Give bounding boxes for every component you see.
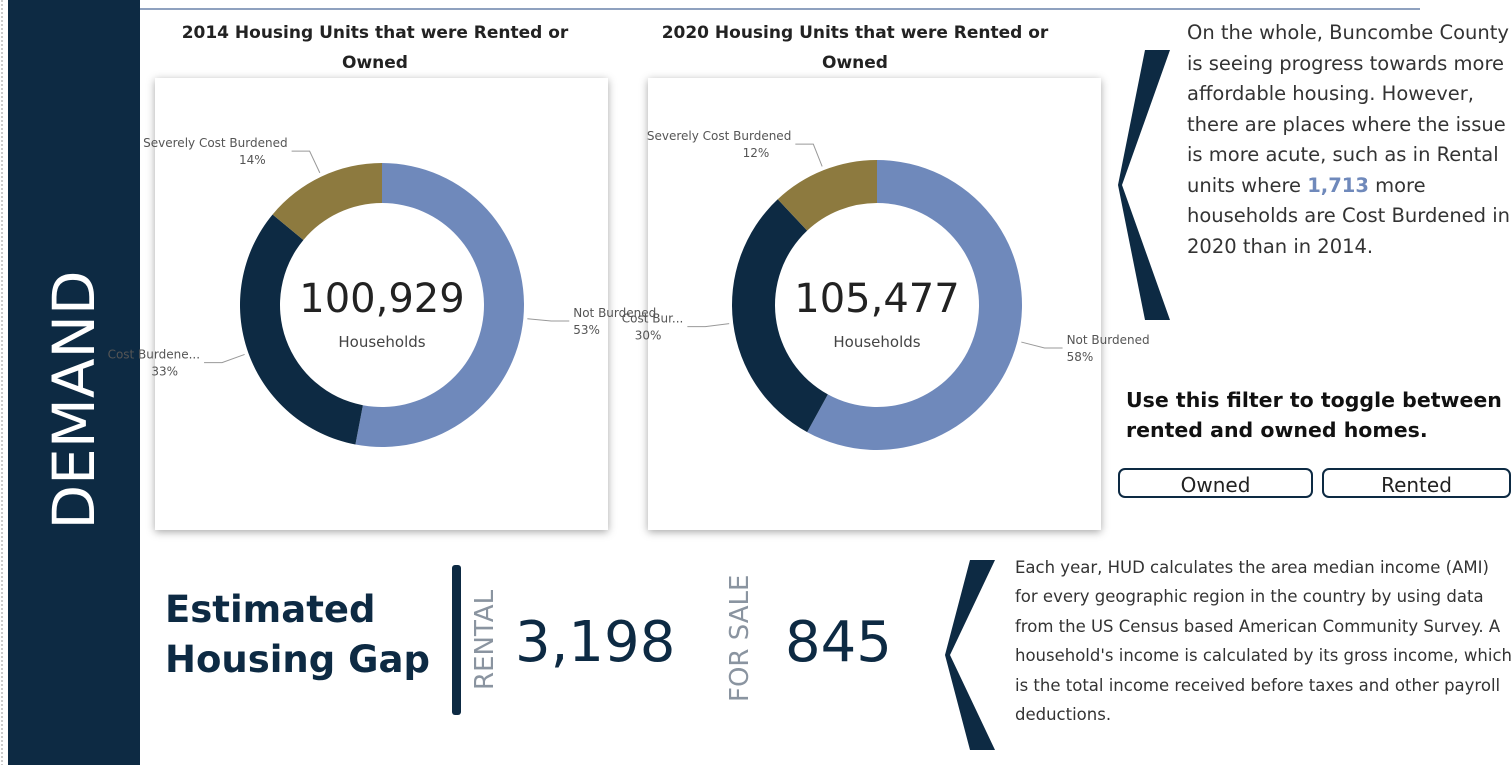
segment-value: 14% xyxy=(239,153,266,167)
segment-value: 58% xyxy=(1067,350,1094,364)
segment-value: 33% xyxy=(151,365,178,379)
segment-value: 12% xyxy=(743,146,770,160)
leader-line xyxy=(291,150,321,174)
donut-segment xyxy=(731,199,828,433)
summary-text: On the whole, Buncombe County is seeing … xyxy=(1187,21,1509,197)
summary: On the whole, Buncombe County is seeing … xyxy=(1187,18,1511,262)
chart-title: 2014 Housing Units that were Rented or O… xyxy=(181,23,569,73)
chevron xyxy=(1118,50,1170,320)
segment-value: 30% xyxy=(635,329,662,343)
filter-heading: Use this filter to toggle between rented… xyxy=(1126,388,1502,442)
divider xyxy=(452,565,461,715)
card xyxy=(155,78,608,530)
summary-text: more households are Cost Burdened in 202… xyxy=(1187,173,1511,258)
donut-segment xyxy=(272,163,382,240)
gap-title: Estimated Housing Gap xyxy=(165,588,430,681)
segment-label: Severely Cost Burdened xyxy=(647,129,791,143)
leader-line xyxy=(204,353,245,364)
segment-label: Severely Cost Burdened xyxy=(143,136,287,150)
segment-label: Not Burdened xyxy=(1067,333,1150,347)
gap-value: 845 xyxy=(785,610,892,675)
sidebar-title: DEMAND xyxy=(40,270,108,529)
filter-button[interactable]: Owned xyxy=(1118,468,1313,498)
segment-label: Not Burdened xyxy=(573,306,656,320)
center-value: 105,477 xyxy=(794,276,959,322)
center-label: Households xyxy=(338,333,425,351)
sidebar xyxy=(8,0,140,765)
gap-label: RENTAL xyxy=(470,589,500,690)
summary-highlight: 1,713 xyxy=(1307,173,1369,197)
gap-value: 3,198 xyxy=(515,610,676,675)
center-value: 100,929 xyxy=(299,276,464,322)
center-label: Households xyxy=(833,333,920,351)
leader-line xyxy=(527,318,570,322)
leader-line xyxy=(795,143,823,167)
donut-segment xyxy=(807,160,1022,450)
chevron xyxy=(945,560,995,750)
chart-title: 2020 Housing Units that were Rented or O… xyxy=(661,23,1049,73)
leader-line xyxy=(687,323,730,328)
filter-button[interactable]: Rented xyxy=(1322,468,1511,498)
card xyxy=(648,78,1101,530)
donut-segment xyxy=(240,214,363,445)
segment-label: Cost Bur... xyxy=(622,312,684,326)
note: Each year, HUD calculates the area media… xyxy=(1015,558,1511,725)
donut-segment xyxy=(777,160,877,231)
segment-label: Cost Burdene... xyxy=(108,348,200,362)
segment-value: 53% xyxy=(573,323,600,337)
donut-segment xyxy=(355,163,524,447)
leader-line xyxy=(1021,341,1063,349)
gap-label: FOR SALE xyxy=(725,574,755,702)
